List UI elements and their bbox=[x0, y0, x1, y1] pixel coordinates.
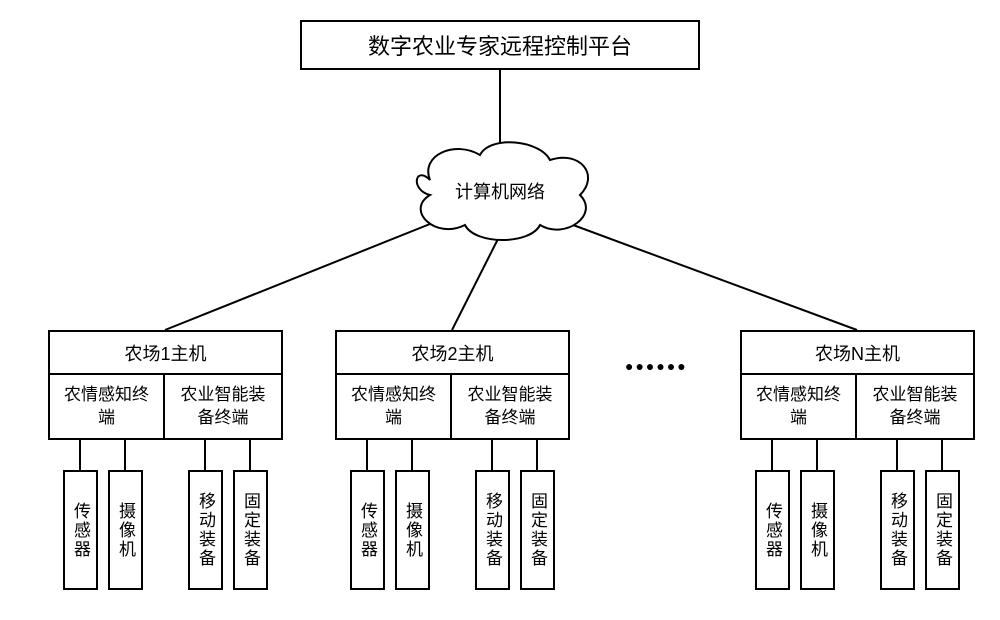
farm-host-2: 农场2主机 bbox=[335, 330, 570, 375]
farm2-leaf-mobile: 移动装备 bbox=[475, 470, 510, 590]
farm1-sub-right: 农业智能装备终端 bbox=[165, 375, 283, 440]
farm1-leaf-mobile: 移动装备 bbox=[188, 470, 223, 590]
farm1-sub-left: 农情感知终端 bbox=[48, 375, 165, 440]
farmn-sub-right-label: 农业智能装备终端 bbox=[865, 384, 965, 428]
leaf-sensor-label-n: 传感器 bbox=[760, 502, 785, 559]
leaf-camera-label-2: 摄像机 bbox=[400, 502, 425, 559]
farm2-sub-right-label: 农业智能装备终端 bbox=[460, 384, 560, 428]
farm-host-2-label: 农场2主机 bbox=[411, 340, 493, 366]
farm2-sub-left-label: 农情感知终端 bbox=[345, 384, 442, 428]
farm-host-1-label: 农场1主机 bbox=[124, 340, 206, 366]
farm2-sub-right: 农业智能装备终端 bbox=[452, 375, 570, 440]
farmn-leaf-fixed: 固定装备 bbox=[925, 470, 960, 590]
leaf-fixed-label-2: 固定装备 bbox=[525, 492, 550, 568]
cloud-label: 计算机网络 bbox=[420, 178, 580, 204]
farmn-leaf-camera: 摄像机 bbox=[800, 470, 835, 590]
farm1-sub-right-label: 农业智能装备终端 bbox=[173, 384, 273, 428]
farm-host-n: 农场N主机 bbox=[740, 330, 975, 375]
cloud-text: 计算机网络 bbox=[455, 182, 545, 202]
farm1-leaf-sensor: 传感器 bbox=[63, 470, 98, 590]
farm2-leaf-fixed: 固定装备 bbox=[520, 470, 555, 590]
farm1-leaf-fixed: 固定装备 bbox=[233, 470, 268, 590]
ellipsis: ●●●●●● bbox=[625, 358, 688, 374]
leaf-sensor-label-2: 传感器 bbox=[355, 502, 380, 559]
farm1-leaf-camera: 摄像机 bbox=[108, 470, 143, 590]
farmn-sub-left-label: 农情感知终端 bbox=[750, 384, 847, 428]
farmn-leaf-mobile: 移动装备 bbox=[880, 470, 915, 590]
leaf-fixed-label-n: 固定装备 bbox=[930, 492, 955, 568]
farm2-leaf-camera: 摄像机 bbox=[395, 470, 430, 590]
farmn-sub-left: 农情感知终端 bbox=[740, 375, 857, 440]
leaf-mobile-label: 移动装备 bbox=[193, 492, 218, 568]
farm-host-1: 农场1主机 bbox=[48, 330, 283, 375]
farmn-sub-right: 农业智能装备终端 bbox=[857, 375, 975, 440]
title-box: 数字农业专家远程控制平台 bbox=[300, 20, 700, 70]
leaf-fixed-label: 固定装备 bbox=[238, 492, 263, 568]
farm-host-n-label: 农场N主机 bbox=[815, 340, 900, 366]
leaf-mobile-label-n: 移动装备 bbox=[885, 492, 910, 568]
title-label: 数字农业专家远程控制平台 bbox=[368, 29, 632, 61]
leaf-camera-label: 摄像机 bbox=[113, 502, 138, 559]
leaf-sensor-label: 传感器 bbox=[68, 502, 93, 559]
farm2-leaf-sensor: 传感器 bbox=[350, 470, 385, 590]
leaf-camera-label-n: 摄像机 bbox=[805, 502, 830, 559]
leaf-mobile-label-2: 移动装备 bbox=[480, 492, 505, 568]
farmn-leaf-sensor: 传感器 bbox=[755, 470, 790, 590]
farm2-sub-left: 农情感知终端 bbox=[335, 375, 452, 440]
ellipsis-text: ●●●●●● bbox=[625, 358, 688, 374]
farm1-sub-left-label: 农情感知终端 bbox=[58, 384, 155, 428]
